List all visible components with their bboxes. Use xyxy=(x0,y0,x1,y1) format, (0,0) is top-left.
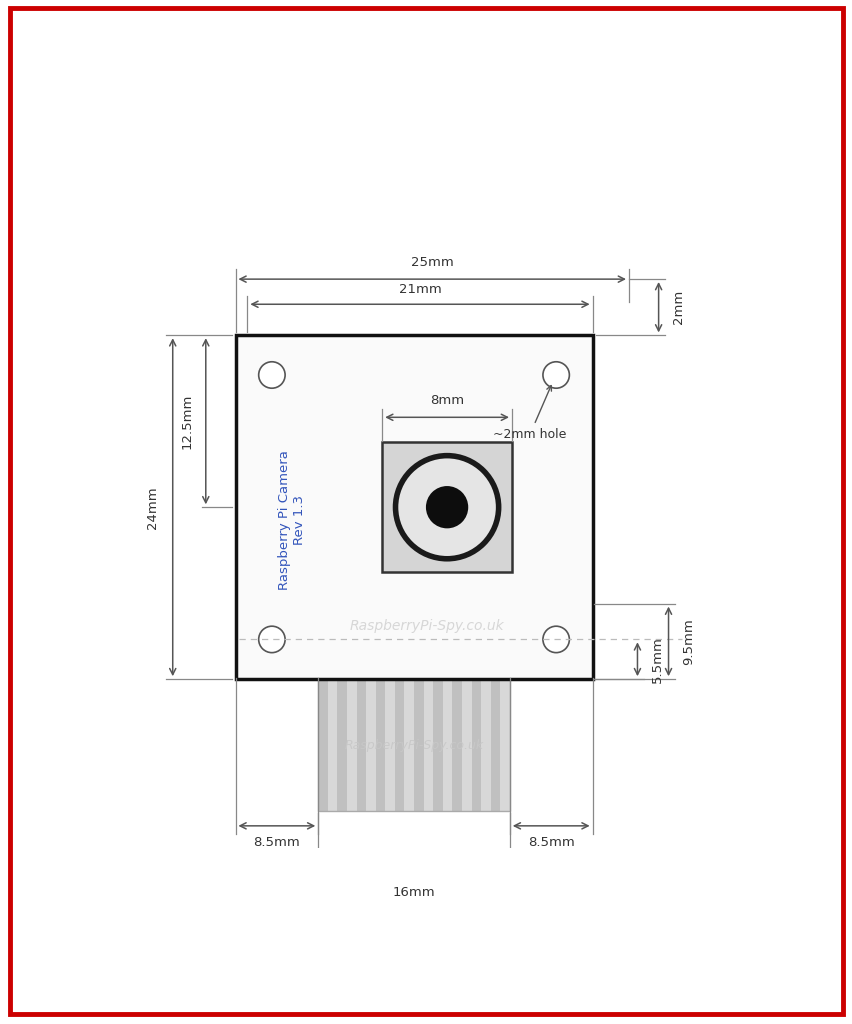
Bar xyxy=(337,679,347,811)
Bar xyxy=(490,679,500,811)
Bar xyxy=(235,335,592,679)
Bar xyxy=(366,679,375,811)
Circle shape xyxy=(425,486,468,528)
Text: 9.5mm: 9.5mm xyxy=(681,618,694,665)
Circle shape xyxy=(395,456,498,559)
Bar xyxy=(318,679,509,811)
Text: 8.5mm: 8.5mm xyxy=(253,836,300,849)
Text: 12.5mm: 12.5mm xyxy=(181,393,193,449)
Bar xyxy=(347,679,356,811)
Text: 5.5mm: 5.5mm xyxy=(650,636,663,683)
Circle shape xyxy=(542,361,568,388)
Bar xyxy=(327,679,337,811)
Bar xyxy=(356,679,366,811)
Bar xyxy=(375,679,385,811)
Bar xyxy=(452,679,462,811)
Bar xyxy=(471,679,481,811)
Bar xyxy=(423,679,433,811)
Text: Raspberry Pi Camera
Rev 1.3: Raspberry Pi Camera Rev 1.3 xyxy=(278,451,305,591)
Text: RaspberryPi-Spy.co.uk: RaspberryPi-Spy.co.uk xyxy=(349,620,504,633)
Text: RaspberryPi-Spy.co.uk: RaspberryPi-Spy.co.uk xyxy=(344,738,483,752)
Bar xyxy=(442,679,452,811)
Bar xyxy=(500,679,509,811)
Text: 25mm: 25mm xyxy=(411,256,453,269)
Text: 2mm: 2mm xyxy=(671,290,684,325)
Circle shape xyxy=(542,627,568,652)
Text: 24mm: 24mm xyxy=(147,486,159,528)
Circle shape xyxy=(258,627,285,652)
Bar xyxy=(318,679,509,811)
Bar xyxy=(318,679,327,811)
Bar xyxy=(413,679,423,811)
Text: 16mm: 16mm xyxy=(392,886,435,899)
Bar xyxy=(433,679,442,811)
Bar xyxy=(462,679,471,811)
Bar xyxy=(385,679,394,811)
Bar xyxy=(394,679,404,811)
Bar xyxy=(404,679,413,811)
Text: 8mm: 8mm xyxy=(429,394,463,408)
Text: 8.5mm: 8.5mm xyxy=(527,836,574,849)
Text: 21mm: 21mm xyxy=(398,284,440,296)
Circle shape xyxy=(258,361,285,388)
Text: ~2mm hole: ~2mm hole xyxy=(492,386,566,440)
Bar xyxy=(382,442,511,572)
Bar xyxy=(481,679,490,811)
